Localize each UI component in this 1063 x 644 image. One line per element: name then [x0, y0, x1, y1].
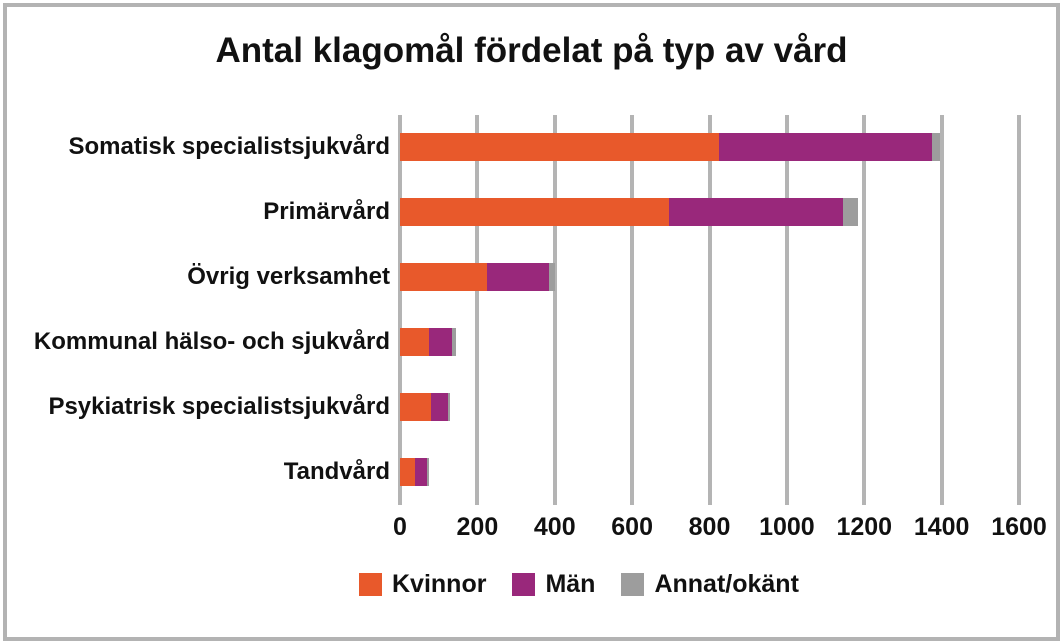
- category-label: Övrig verksamhet: [187, 263, 390, 290]
- x-tick-label: 200: [456, 513, 499, 541]
- legend-swatch-m-n: [512, 572, 536, 596]
- legend-item: Kvinnor: [359, 570, 486, 599]
- bar-segment-annat-ok-nt: [448, 393, 451, 421]
- bar-segment-kvinnor: [400, 393, 431, 421]
- x-tick-label: 0: [393, 513, 407, 541]
- bar-segment-kvinnor: [400, 263, 488, 291]
- bar-segment-kvinnor: [400, 198, 669, 226]
- category-label: Kommunal hälso- och sjukvård: [33, 328, 390, 355]
- chart-title: Antal klagomål fördelat på typ av vård: [215, 31, 848, 70]
- x-tick-label: 600: [611, 513, 653, 541]
- x-tick-label: 1200: [836, 513, 893, 541]
- plot-area: [398, 115, 1021, 505]
- bar-segment-annat-ok-nt: [548, 263, 555, 291]
- gridline: [552, 115, 557, 505]
- gridline: [862, 115, 867, 505]
- bar-segment-m-n: [487, 263, 549, 291]
- bar-row: [400, 133, 1019, 161]
- bar-segment-m-n: [668, 198, 843, 226]
- bar-segment-m-n: [719, 133, 932, 161]
- bar-segment-annat-ok-nt: [931, 133, 940, 161]
- legend-label: Kvinnor: [392, 569, 487, 598]
- bar-segment-annat-ok-nt: [452, 328, 457, 356]
- legend-swatch-kvinnor: [359, 572, 382, 596]
- legend-label: Män: [545, 569, 596, 598]
- gridline: [707, 115, 712, 505]
- x-tick-label: 1400: [913, 513, 970, 541]
- category-label: Psykiatrisk specialistsjukvård: [48, 393, 390, 420]
- bar-segment-m-n: [430, 393, 449, 421]
- bar-segment-annat-ok-nt: [427, 458, 429, 486]
- bar-row: [400, 198, 1019, 226]
- category-label: Primärvård: [263, 198, 390, 225]
- x-tick-label: 1000: [759, 513, 815, 541]
- legend-item: Annat/okänt: [621, 569, 799, 599]
- category-label: Somatisk specialistsjukvård: [68, 133, 391, 160]
- gridline: [398, 115, 402, 505]
- legend-label: Annat/okänt: [654, 569, 799, 598]
- gridline: [939, 115, 944, 505]
- gridline: [784, 115, 789, 505]
- gridline: [1017, 115, 1021, 505]
- chart-frame: Antal klagomål fördelat på typ av vård S…: [3, 3, 1060, 641]
- gridline: [630, 115, 635, 505]
- bar-row: [400, 263, 1019, 291]
- bar-row: [400, 328, 1019, 356]
- legend-item: Män: [512, 570, 595, 599]
- x-tick-label: 800: [688, 513, 731, 541]
- legend-swatch-annat-ok-nt: [621, 572, 645, 596]
- x-tick-label: 400: [533, 513, 576, 541]
- category-label: Tandvård: [283, 458, 390, 485]
- bar-segment-m-n: [415, 458, 428, 486]
- x-tick-label: 1600: [991, 513, 1047, 541]
- bar-segment-kvinnor: [400, 133, 720, 161]
- bar-row: [400, 393, 1019, 421]
- bar-segment-annat-ok-nt: [842, 198, 859, 226]
- gridline: [475, 115, 480, 505]
- bar-segment-kvinnor: [400, 458, 416, 486]
- bar-row: [400, 458, 1019, 486]
- bar-segment-kvinnor: [400, 328, 430, 356]
- bar-segment-m-n: [429, 328, 453, 356]
- legend: Kvinnor Män Annat/okänt: [359, 567, 799, 601]
